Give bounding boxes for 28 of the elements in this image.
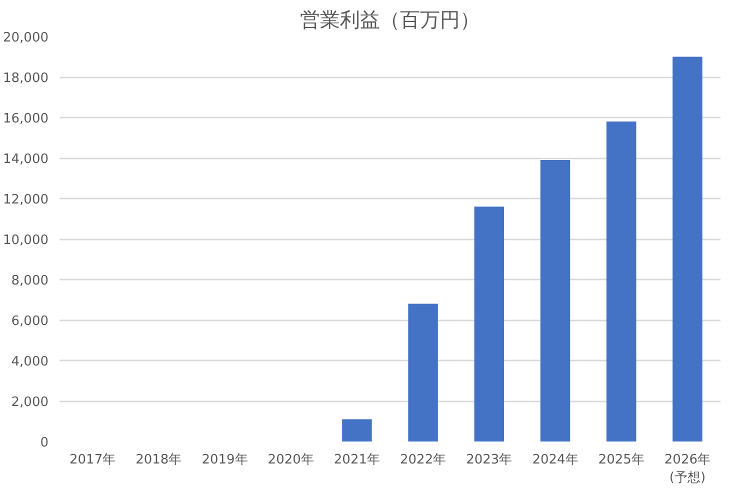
chart-title: 営業利益（百万円） (300, 8, 480, 32)
y-tick-label: 0 (40, 436, 49, 450)
x-tick-label: 2019年 (202, 452, 248, 468)
y-tick-label: 2,000 (11, 395, 48, 410)
bar (672, 56, 702, 442)
bar (408, 304, 438, 442)
bar (474, 206, 504, 442)
x-tick-label: 2020年 (268, 452, 314, 468)
x-tick-label: 2022年 (400, 452, 446, 468)
x-tick-label: 2021年 (334, 452, 380, 468)
y-tick-label: 20,000 (3, 30, 49, 46)
x-tick-label: 2026年 (予想) (664, 452, 710, 486)
x-tick-label: 2018年 (136, 452, 182, 468)
x-tick-label: 2025年 (598, 452, 644, 468)
x-tick-label: 2023年 (466, 452, 512, 468)
y-tick-label: 4,000 (11, 354, 48, 370)
x-tick-label: 2024年 (532, 452, 578, 468)
bar (342, 419, 372, 442)
y-tick-label: 8,000 (11, 274, 48, 288)
y-tick-label: 18,000 (3, 71, 49, 86)
y-tick-label: 10,000 (3, 233, 49, 248)
y-tick-label: 16,000 (3, 112, 49, 126)
y-tick-label: 6,000 (11, 314, 48, 329)
y-tick-label: 12,000 (3, 192, 49, 208)
bar (540, 160, 570, 442)
x-tick-label: 2017年 (70, 452, 116, 468)
y-tick-label: 14,000 (3, 152, 49, 167)
bar (606, 122, 636, 442)
